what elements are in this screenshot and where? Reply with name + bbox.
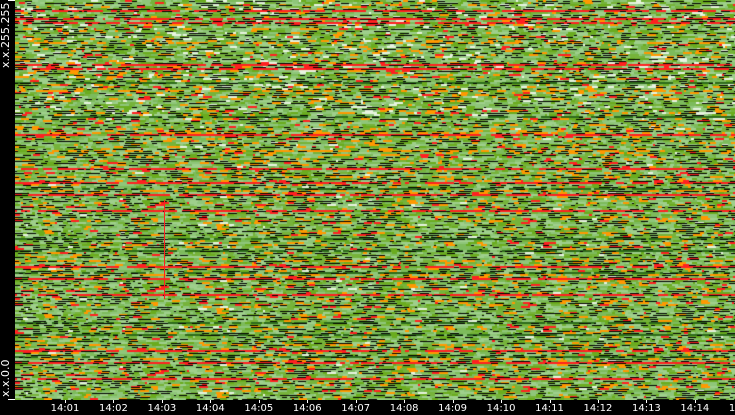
x-tick [210, 400, 212, 403]
x-tick-label: 14:10 [486, 403, 516, 414]
x-tick-label: 14:03 [147, 403, 177, 414]
x-tick [113, 400, 115, 403]
x-tick [65, 400, 66, 403]
y-label-top: x.x.255.255 [0, 2, 12, 68]
x-tick-label: 14:05 [244, 403, 274, 414]
x-tick [404, 400, 406, 403]
x-tick-label: 14:09 [438, 403, 468, 414]
x-tick-label: 14:06 [292, 403, 322, 414]
x-axis: 14:01 14:02 14:03 14:04 14:05 14:06 14:07 14:08… [0, 400, 735, 415]
x-tick-label: 14:04 [195, 403, 225, 414]
x-tick [307, 400, 309, 403]
x-tick [258, 400, 260, 403]
x-tick-label: 14:02 [99, 403, 128, 414]
x-tick [501, 400, 503, 403]
x-tick-label: 14:15 [728, 403, 735, 414]
x-tick [549, 400, 551, 403]
x-tick-label: 14:08 [389, 403, 419, 414]
x-tick-label: 14:11 [535, 403, 564, 414]
heatmap-canvas [15, 0, 735, 400]
y-tick-bottom [8, 399, 15, 400]
y-tick-top [8, 0, 15, 1]
x-tick-label: 14:07 [341, 403, 371, 414]
x-tick [452, 400, 454, 403]
x-tick-label: 14:01 [50, 403, 80, 414]
event-marker-line [164, 200, 165, 299]
x-tick-label: 14:12 [583, 403, 613, 414]
x-tick [646, 400, 648, 403]
x-tick [694, 400, 696, 403]
x-tick-label: 14:13 [631, 403, 661, 414]
y-label-bottom: x.x.0.0 [0, 359, 12, 397]
x-tick [597, 400, 599, 403]
x-tick-label: 14:14 [680, 403, 710, 414]
x-tick [161, 400, 163, 403]
x-tick [355, 400, 357, 403]
